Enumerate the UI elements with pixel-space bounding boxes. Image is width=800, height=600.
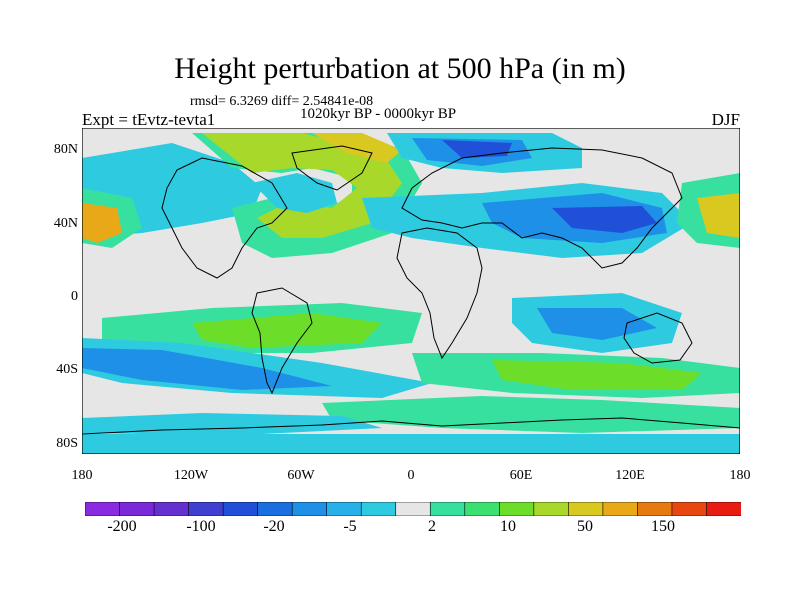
- field-region: [252, 173, 337, 213]
- colorbar-swatch: [257, 502, 293, 516]
- field-region: [82, 348, 332, 390]
- lat-label-80n: 80N: [53, 142, 78, 157]
- colorbar-swatch: [637, 502, 673, 516]
- stats-text: rmsd= 6.3269 diff= 2.54841e-08: [190, 94, 374, 109]
- colorbar-swatch: [533, 502, 570, 516]
- lat-label-40n: 40N: [53, 216, 78, 231]
- colorbar-swatch: [188, 502, 224, 516]
- field-region: [322, 396, 740, 433]
- colorbar-swatch: [360, 502, 397, 516]
- colorbar-swatch: [464, 502, 501, 516]
- coastline-australia: [623, 312, 693, 364]
- coastline-south-america: [251, 287, 313, 395]
- field-region: [492, 360, 702, 390]
- colorbar-swatch: [671, 502, 708, 516]
- colorbar-swatch: [429, 502, 466, 516]
- perturbation-field: [82, 133, 740, 454]
- field-region: [537, 308, 657, 340]
- coastline-africa: [396, 227, 483, 360]
- colorbar-swatch: [706, 502, 741, 516]
- colorbar-swatch: [395, 502, 432, 516]
- colorbar-label-10: 10: [500, 518, 516, 535]
- coastline-eurasia: [401, 147, 683, 269]
- colorbar-swatch: [568, 502, 604, 516]
- colorbar-swatch: [602, 502, 639, 516]
- field-region: [202, 133, 402, 238]
- coastline-north-america: [161, 157, 288, 279]
- lat-label-40s: 40S: [56, 362, 78, 377]
- colorbar-swatch: [326, 502, 363, 516]
- colorbar-swatch: [85, 502, 121, 516]
- colorbar-label-minus100: -100: [186, 518, 216, 535]
- lat-label-equator: 0: [71, 289, 78, 304]
- field-region: [697, 193, 740, 238]
- lon-label-0: 0: [407, 468, 415, 483]
- height-perturbation-map: [82, 128, 740, 454]
- map-title: Height perturbation at 500 hPa (in m): [174, 52, 626, 85]
- field-region: [82, 413, 382, 434]
- colorbar-label-150: 150: [651, 518, 675, 535]
- field-region: [312, 133, 402, 163]
- coastline-antarctica: [82, 417, 740, 435]
- period-subtitle: 1020kyr BP - 0000kyr BP: [300, 106, 457, 122]
- field-region: [552, 206, 657, 233]
- lon-label-60w: 60W: [287, 468, 315, 483]
- colorbar-label-2: 2: [428, 518, 436, 535]
- field-region: [82, 434, 740, 454]
- colorbar-swatch: [153, 502, 190, 516]
- lon-label-60e: 60E: [509, 468, 533, 483]
- field-region: [192, 313, 382, 348]
- colorbar-swatch: [291, 502, 328, 516]
- lon-label-180-west: 180: [71, 468, 93, 483]
- field-region: [82, 203, 122, 243]
- colorbar-label-minus20: -20: [263, 518, 285, 535]
- lon-label-180-east: 180: [729, 468, 751, 483]
- lon-label-120e: 120E: [615, 468, 645, 483]
- colorbar-swatch: [119, 502, 155, 516]
- coastlines: [82, 145, 740, 435]
- colorbar-swatch: [499, 502, 535, 516]
- colorbar-swatch: [222, 502, 259, 516]
- coastline-greenland: [291, 145, 373, 191]
- colorbar-label-minus200: -200: [107, 518, 137, 535]
- colorbar: [85, 502, 741, 516]
- season-label: DJF: [711, 110, 740, 129]
- lat-label-80s: 80S: [56, 436, 78, 451]
- colorbar-label-50: 50: [577, 518, 593, 535]
- experiment-label: Expt = tEvtz-tevta1: [82, 110, 216, 129]
- lon-label-120w: 120W: [173, 468, 209, 483]
- colorbar-label-minus5: -5: [343, 518, 357, 535]
